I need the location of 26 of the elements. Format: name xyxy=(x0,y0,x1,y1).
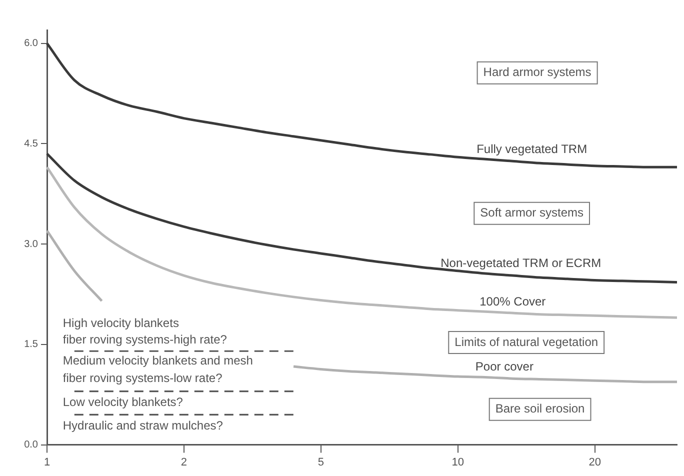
annotation: fiber roving systems-low rate? xyxy=(62,370,223,385)
annotation: Limits of natural vegetation xyxy=(454,334,598,349)
line-series xyxy=(46,42,678,168)
annotation: Hydraulic and straw mulches? xyxy=(62,418,224,432)
x-tick-label: 20 xyxy=(588,456,601,468)
annotation: High velocity blankets xyxy=(62,316,179,330)
annotation: Medium velocity blankets and mesh xyxy=(62,353,253,368)
series-label: 100% Cover xyxy=(480,294,546,309)
y-tick-label: 1.5 xyxy=(24,339,38,350)
series-label: Poor cover xyxy=(475,360,534,374)
annotation: fiber roving systems-high rate? xyxy=(62,332,228,347)
x-tick-label: 5 xyxy=(318,456,324,468)
line-series xyxy=(46,166,678,319)
x-tick-label: 10 xyxy=(452,456,464,468)
y-tick-label: 6.0 xyxy=(24,38,38,50)
x-tick-label: 2 xyxy=(180,456,188,468)
y-tick-label: 0.0 xyxy=(24,440,38,451)
annotation: Low velocity blankets? xyxy=(62,394,184,409)
x-tick-label: 1 xyxy=(44,456,50,468)
annotation: Soft armor systems xyxy=(480,206,584,220)
y-tick-label: 3.0 xyxy=(24,238,38,250)
annotation: Bare soil erosion xyxy=(495,402,585,416)
series-label: Non-vegetated TRM or ECRM xyxy=(440,256,602,270)
series-label: Fully vegetated TRM xyxy=(476,142,588,156)
annotation: Hard armor systems xyxy=(483,65,592,80)
y-tick-label: 4.5 xyxy=(24,138,38,150)
